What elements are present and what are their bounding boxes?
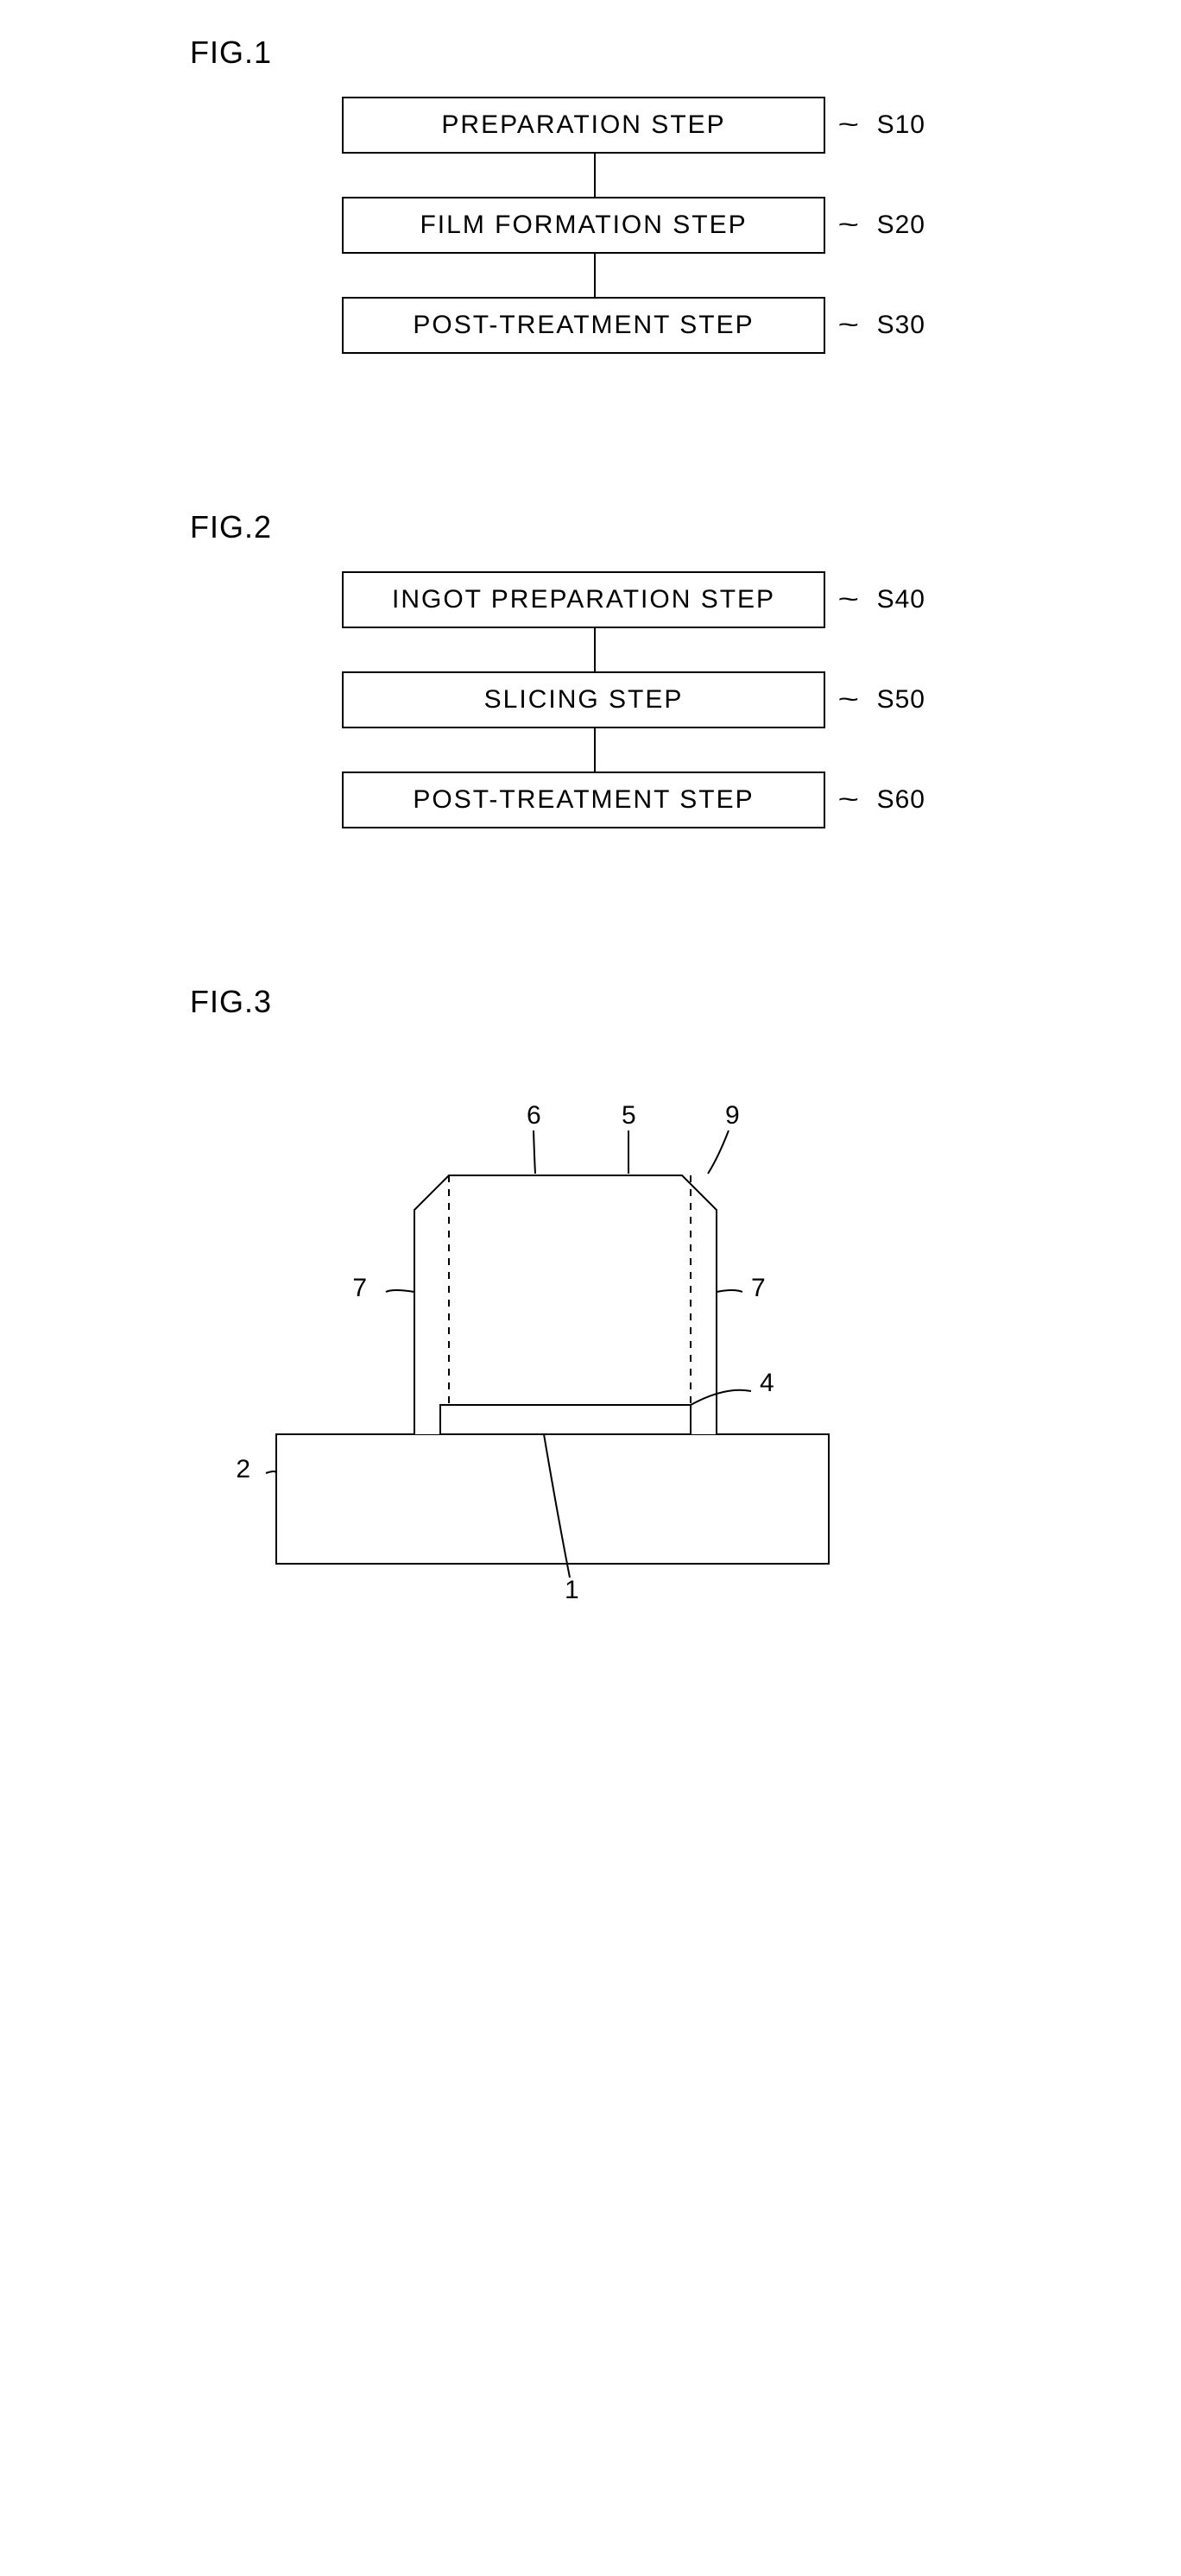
- figure-3: FIG.3 6 5 9 7 7 4 2 1: [35, 984, 1146, 1607]
- flow-row: POST-TREATMENT STEP ~ S30: [342, 297, 925, 354]
- fig1-label: FIG.1: [190, 35, 1146, 71]
- figure-2: FIG.2 INGOT PREPARATION STEP ~ S40 SLICI…: [35, 509, 1146, 828]
- flow-box-slicing: SLICING STEP: [342, 671, 825, 728]
- step-id: S10: [877, 110, 925, 140]
- flow-box-film-formation: FILM FORMATION STEP: [342, 197, 825, 254]
- svg-text:4: 4: [760, 1369, 774, 1397]
- flow-connector: [594, 628, 596, 671]
- step-id: S20: [877, 211, 925, 240]
- flow-row: INGOT PREPARATION STEP ~ S40: [342, 571, 925, 628]
- step-id: S60: [877, 785, 925, 815]
- flow-row: PREPARATION STEP ~ S10: [342, 97, 925, 154]
- svg-text:2: 2: [236, 1455, 250, 1483]
- tilde-icon: ~: [838, 311, 860, 340]
- step-id: S30: [877, 311, 925, 340]
- flow-row: FILM FORMATION STEP ~ S20: [342, 197, 925, 254]
- svg-text:9: 9: [725, 1101, 740, 1130]
- tilde-icon: ~: [838, 585, 860, 614]
- svg-text:6: 6: [527, 1101, 541, 1130]
- flow-connector: [594, 254, 596, 297]
- fig1-flowchart: PREPARATION STEP ~ S10 FILM FORMATION ST…: [121, 97, 1146, 354]
- flow-box-ingot-preparation: INGOT PREPARATION STEP: [342, 571, 825, 628]
- svg-text:7: 7: [352, 1274, 367, 1302]
- fig3-diagram-container: 6 5 9 7 7 4 2 1: [224, 1072, 1146, 1607]
- flow-row: POST-TREATMENT STEP ~ S60: [342, 772, 925, 828]
- fig3-label: FIG.3: [190, 984, 1146, 1020]
- flow-box-preparation: PREPARATION STEP: [342, 97, 825, 154]
- flow-row: SLICING STEP ~ S50: [342, 671, 925, 728]
- step-id: S50: [877, 685, 925, 715]
- flow-connector: [594, 154, 596, 197]
- svg-text:1: 1: [565, 1576, 579, 1604]
- step-id: S40: [877, 585, 925, 614]
- fig3-diagram: 6 5 9 7 7 4 2 1: [224, 1072, 898, 1607]
- tilde-icon: ~: [838, 211, 860, 240]
- tilde-icon: ~: [838, 685, 860, 715]
- fig2-flowchart: INGOT PREPARATION STEP ~ S40 SLICING STE…: [121, 571, 1146, 828]
- svg-text:7: 7: [751, 1274, 766, 1302]
- flow-box-post-treatment: POST-TREATMENT STEP: [342, 297, 825, 354]
- flow-connector: [594, 728, 596, 772]
- tilde-icon: ~: [838, 110, 860, 140]
- svg-text:5: 5: [622, 1101, 636, 1130]
- fig2-label: FIG.2: [190, 509, 1146, 545]
- tilde-icon: ~: [838, 785, 860, 815]
- figure-1: FIG.1 PREPARATION STEP ~ S10 FILM FORMAT…: [35, 35, 1146, 354]
- flow-box-post-treatment: POST-TREATMENT STEP: [342, 772, 825, 828]
